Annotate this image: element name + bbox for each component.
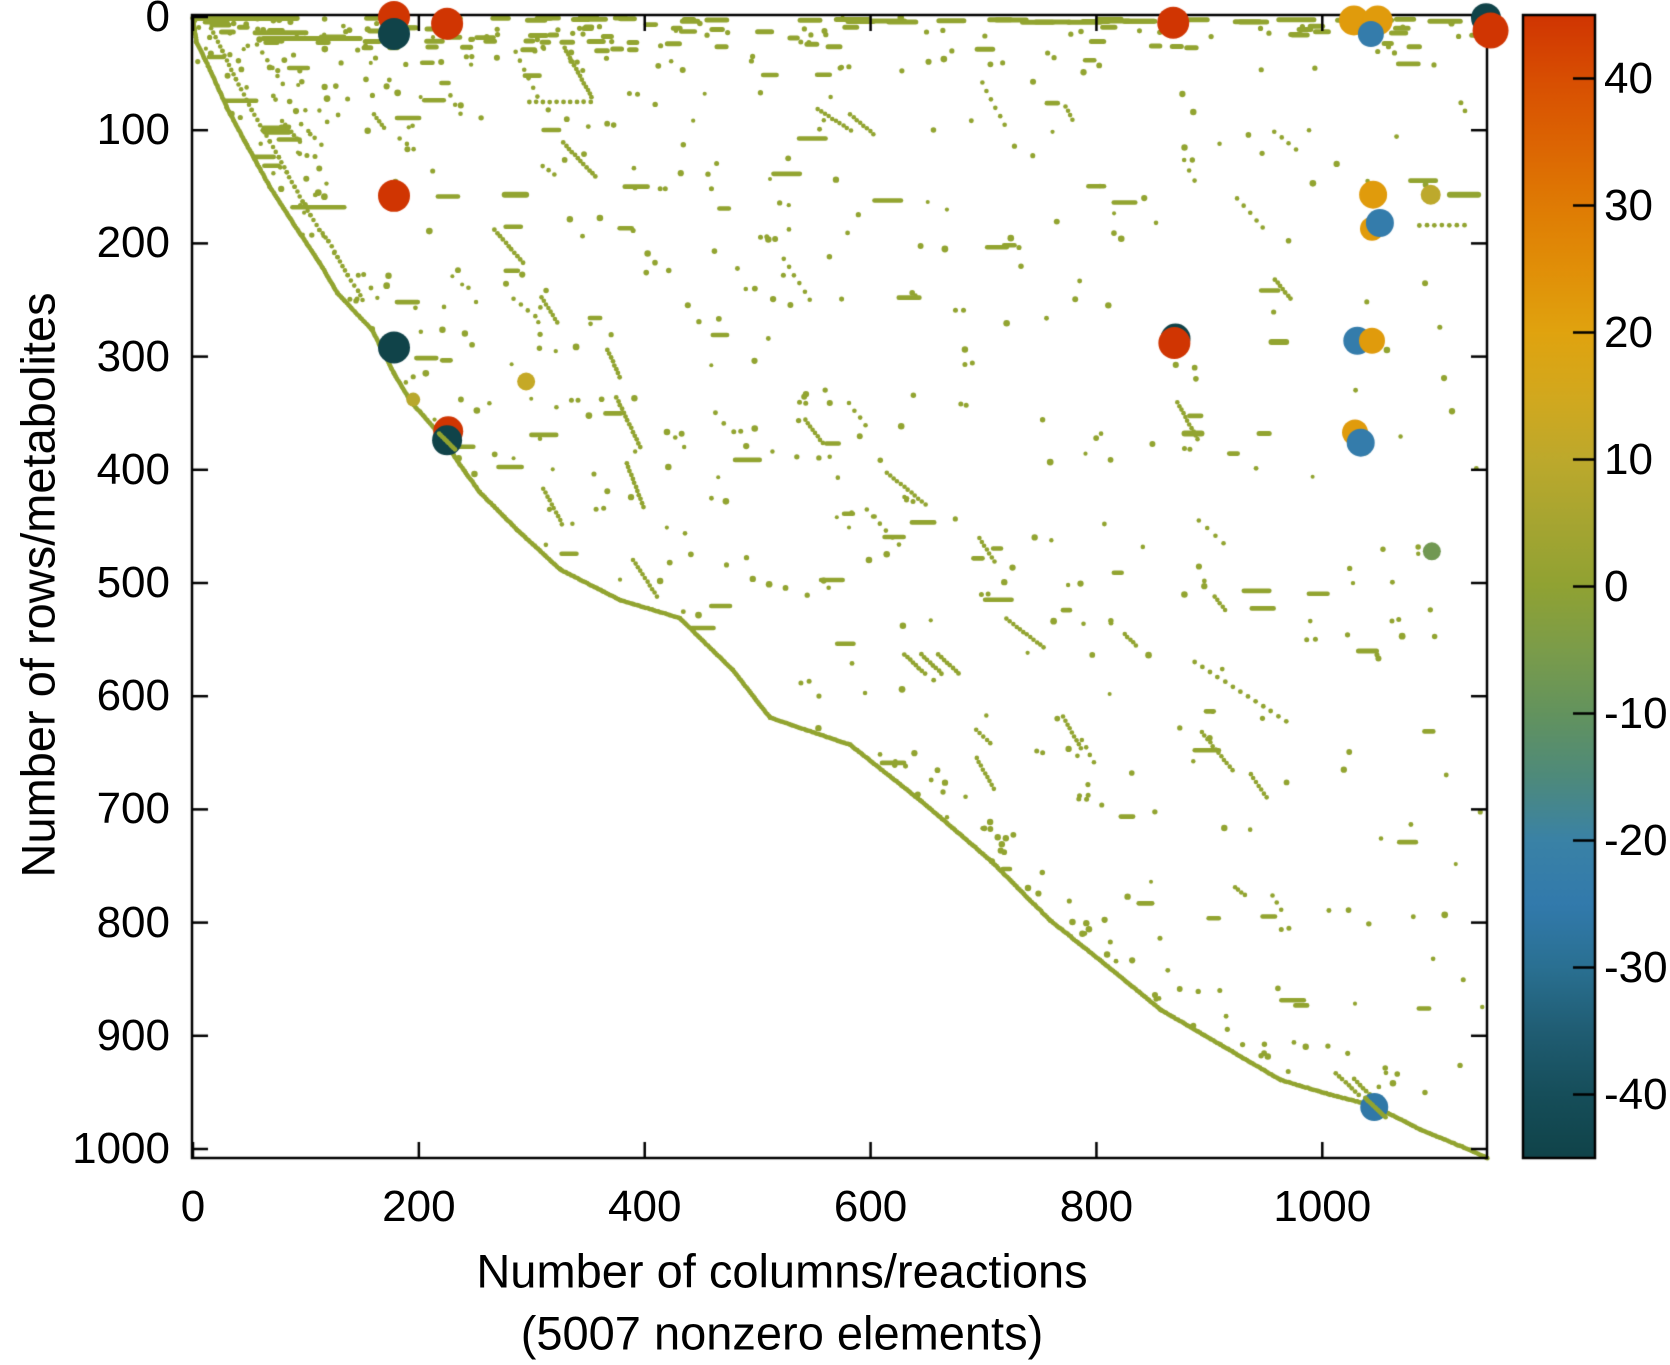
- y-axis-title: Number of rows/metabolites: [11, 292, 65, 878]
- y-tick-label: 900: [96, 1010, 170, 1060]
- x-axis-subtitle: (5007 nonzero elements): [520, 1306, 1044, 1360]
- y-tick-label: 0: [145, 0, 170, 41]
- x-tick-label: 200: [382, 1182, 456, 1231]
- colorbar-tick-label: 0: [1604, 561, 1629, 611]
- y-tick-label: 700: [96, 784, 170, 834]
- colorbar-tick-label: 30: [1604, 180, 1653, 230]
- colorbar-tick-label: 20: [1604, 307, 1653, 357]
- y-tick-label: 800: [96, 897, 170, 947]
- colorbar-tick-label: -10: [1604, 688, 1668, 738]
- x-tick-label: 0: [180, 1182, 206, 1231]
- colorbar-tick-label: -20: [1604, 815, 1668, 865]
- x-tick-label: 1000: [1273, 1182, 1372, 1231]
- y-tick-label: 200: [96, 218, 170, 268]
- x-tick-label: 800: [1059, 1182, 1134, 1231]
- x-axis-title: Number of columns/reactions: [476, 1244, 1088, 1298]
- colorbar-tick-label: 10: [1604, 434, 1653, 484]
- y-tick-label: 300: [96, 331, 170, 381]
- y-tick-label: 400: [96, 444, 170, 494]
- x-tick-label: 600: [833, 1182, 908, 1231]
- colorbar-tick-label: -40: [1604, 1069, 1668, 1119]
- y-tick-label: 1000: [72, 1124, 170, 1173]
- y-tick-label: 600: [96, 671, 170, 721]
- colorbar-tick-label: 40: [1604, 53, 1653, 103]
- colorbar-tick-label: -30: [1604, 942, 1668, 992]
- y-tick-label: 500: [96, 558, 170, 607]
- x-tick-label: 400: [608, 1182, 682, 1231]
- y-tick-label: 100: [96, 105, 170, 155]
